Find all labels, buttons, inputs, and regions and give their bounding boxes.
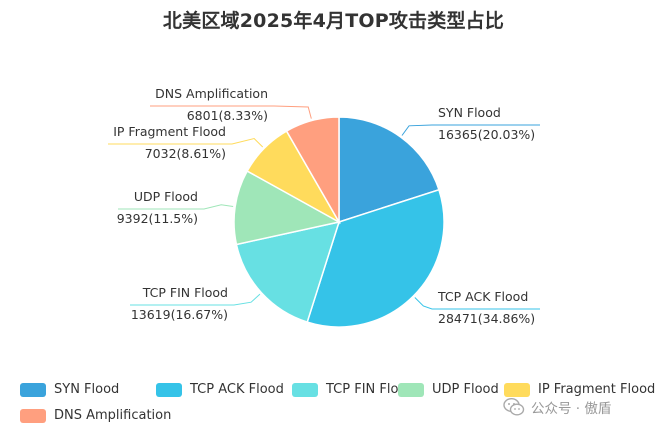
slice-value-label-2: 28471(34.86%) (438, 311, 535, 326)
legend-item-1[interactable]: SYN Flood (20, 382, 119, 397)
leader-line-2 (414, 297, 540, 310)
slice-value-label-3: 13619(16.67%) (131, 307, 228, 322)
pie-slice-1 (338, 116, 440, 224)
legend-label: IP Fragment Flood (538, 382, 656, 397)
pie-slice-4 (233, 170, 342, 246)
leader-line-4 (118, 204, 234, 210)
pie-slice-2 (306, 188, 445, 328)
slice-name-label-3: TCP FIN Flood (142, 285, 228, 300)
leader-line-5 (108, 137, 264, 148)
legend-item-6[interactable]: DNS Amplification (20, 408, 171, 423)
legend-swatch (20, 408, 46, 423)
legend-label: UDP Flood (432, 382, 499, 397)
legend-label: SYN Flood (54, 382, 120, 397)
legend-item-3[interactable]: TCP FIN Flood (292, 382, 415, 397)
slice-value-label-1: 16365(20.03%) (438, 127, 535, 142)
slice-name-label-2: TCP ACK Flood (437, 289, 528, 304)
leader-line-1 (401, 124, 540, 136)
leader-line-6 (150, 105, 312, 119)
legend-label: TCP ACK Flood (190, 382, 284, 397)
slice-name-label-4: UDP Flood (134, 189, 198, 204)
legend-label: TCP FIN Flood (326, 382, 415, 397)
pie-slice-6 (285, 116, 340, 225)
watermark: 公众号 · 傲盾 (503, 397, 611, 417)
legend-item-2[interactable]: TCP ACK Flood (156, 382, 284, 397)
pie-slice-3 (235, 220, 341, 324)
legend-label: DNS Amplification (54, 408, 172, 423)
legend-item-5[interactable]: IP Fragment Flood (504, 382, 655, 397)
slice-value-label-4: 9392(11.5%) (117, 211, 198, 226)
chart-title: 北美区域2025年4月TOP攻击类型占比 (162, 10, 505, 32)
legend-swatch (504, 382, 530, 397)
legend-swatch (398, 382, 424, 397)
legend-swatch (156, 382, 182, 397)
watermark-text: 公众号 · 傲盾 (531, 401, 612, 417)
leader-line-3 (130, 293, 261, 306)
slice-name-label-5: IP Fragment Flood (113, 124, 226, 139)
slice-name-label-1: SYN Flood (438, 105, 501, 120)
wechat-icon (503, 397, 525, 416)
legend-swatch (292, 382, 318, 397)
slice-value-label-6: 6801(8.33%) (187, 108, 268, 123)
legend-item-4[interactable]: UDP Flood (398, 382, 499, 397)
slice-name-label-6: DNS Amplification (155, 86, 268, 101)
legend-swatch (20, 382, 46, 397)
slice-value-label-5: 7032(8.61%) (145, 146, 226, 161)
